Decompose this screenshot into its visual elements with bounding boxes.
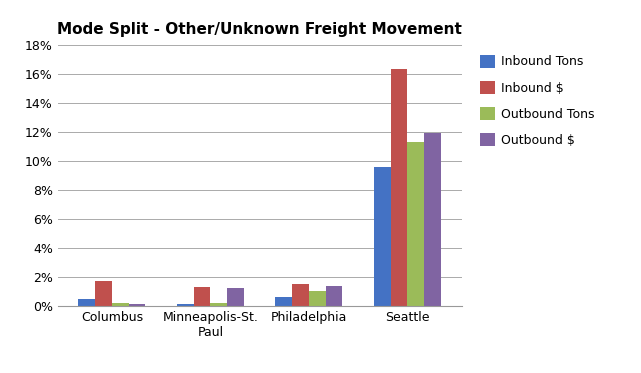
Bar [407,142,424,306]
Legend: Inbound Tons, Inbound $, Outbound Tons, Outbound $: Inbound Tons, Inbound $, Outbound Tons, … [476,51,598,151]
Bar [326,286,342,306]
Bar [112,303,129,306]
Title: Mode Split - Other/Unknown Freight Movement: Mode Split - Other/Unknown Freight Movem… [57,22,462,37]
Bar [78,299,95,306]
Bar [95,281,112,306]
Bar [129,304,146,306]
Bar [374,167,390,306]
Bar [292,284,309,306]
Bar [194,287,210,306]
Bar [390,69,407,306]
Bar [210,303,227,306]
Bar [309,291,326,306]
Bar [227,288,244,306]
Bar [177,304,194,306]
Bar [424,133,441,306]
Bar [276,297,292,306]
